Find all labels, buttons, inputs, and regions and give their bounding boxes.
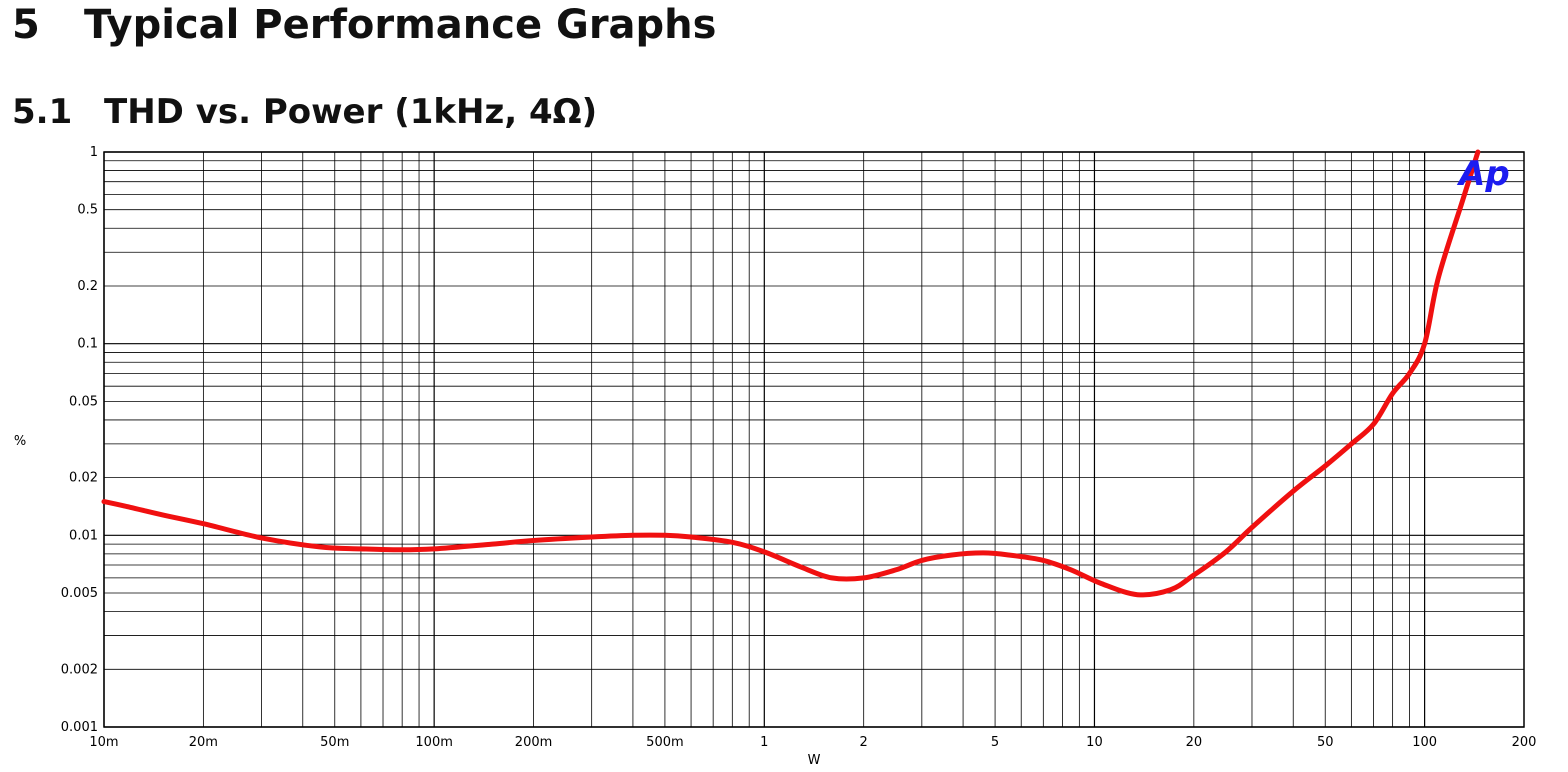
y-tick-label: 0.01 [69, 528, 98, 543]
x-axis-label: W [808, 753, 821, 768]
x-tick-labels: 10m 20m 50m 100m 200m 500m 1 2 5 10 20 50 100 200 [89, 735, 1536, 750]
plot-frame [103, 151, 1525, 728]
y-tick-label: 0.2 [77, 279, 98, 294]
y-tick-label: 0.5 [77, 203, 98, 218]
subsection-title: THD vs. Power (1kHz, 4Ω) [104, 92, 598, 132]
x-tick-label: 200m [515, 735, 552, 750]
x-tick-label: 10 [1086, 735, 1103, 750]
y-tick-label: 0.05 [69, 394, 98, 409]
y-tick-label: 0.002 [61, 662, 98, 677]
x-tick-label: 20 [1186, 735, 1203, 750]
y-tick-label: 1 [90, 145, 98, 160]
subsection-heading: 5.1 THD vs. Power (1kHz, 4Ω) [12, 92, 597, 132]
y-tick-label: 0.001 [61, 720, 98, 735]
major-gridlines [103, 151, 1524, 728]
section-title: Typical Performance Graphs [84, 2, 717, 48]
x-tick-label: 10m [89, 735, 118, 750]
x-tick-label: 100m [415, 735, 452, 750]
x-tick-label: 50 [1317, 735, 1334, 750]
x-tick-label: 20m [189, 735, 218, 750]
x-tick-label: 500m [646, 735, 683, 750]
section-number: 5 [12, 2, 40, 48]
thd-curve [101, 149, 1481, 598]
x-tick-label: 2 [860, 735, 868, 750]
y-axis-label: % [14, 434, 26, 449]
ap-logo: Ap [1456, 154, 1510, 194]
x-tick-label: 100 [1412, 735, 1437, 750]
y-tick-label: 0.1 [77, 337, 98, 352]
x-tick-label: 200 [1512, 735, 1537, 750]
x-tick-label: 50m [320, 735, 349, 750]
y-tick-label: 0.02 [69, 471, 98, 486]
series-layer [101, 149, 1481, 598]
y-tick-label: 0.005 [61, 586, 98, 601]
section-heading: 5 Typical Performance Graphs [12, 2, 716, 48]
y-tick-labels: 0.001 0.002 0.005 0.01 0.02 0.05 0.1 0.2 0.5 1 [61, 145, 98, 735]
x-tick-label: 5 [991, 735, 999, 750]
subsection-number: 5.1 [12, 92, 73, 132]
x-tick-label: 1 [760, 735, 768, 750]
minor-gridlines [104, 152, 1525, 727]
